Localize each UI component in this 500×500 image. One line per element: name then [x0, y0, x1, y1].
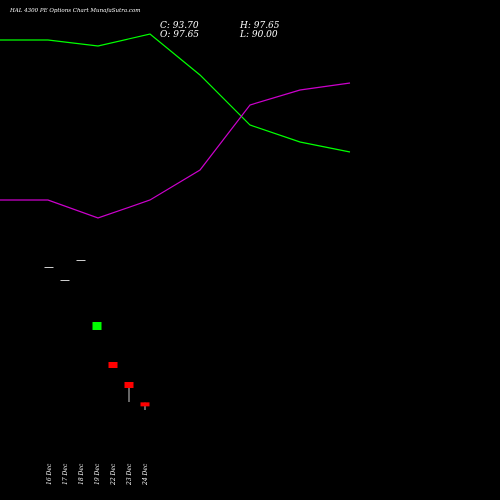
x-tick-label: 17 Dec [62, 463, 69, 485]
x-tick-label: 23 Dec [126, 463, 133, 486]
candle-body [76, 260, 86, 261]
close-value: C: 93.70 [160, 21, 199, 31]
x-tick-label: 16 Dec [46, 463, 53, 485]
x-tick-label: 22 Dec [110, 463, 117, 486]
candle-body [108, 362, 118, 368]
x-tick-label: 19 Dec [94, 463, 101, 485]
candle-body [124, 382, 134, 388]
upper-band-line [0, 33, 351, 153]
candle-body [92, 322, 102, 330]
x-tick-label: 18 Dec [78, 463, 85, 485]
x-tick-label: 24 Dec [142, 463, 149, 486]
candle-body [60, 280, 70, 281]
chart-title: HAL 4300 PE Options Chart MunafaSutra.co… [10, 8, 141, 14]
candle-body [44, 267, 54, 268]
open-value: O: 97.65 [160, 30, 200, 40]
candle-body [140, 402, 150, 407]
lower-band-line [0, 82, 351, 219]
high-value: H: 97.65 [240, 21, 280, 31]
low-value: L: 90.00 [240, 30, 278, 40]
